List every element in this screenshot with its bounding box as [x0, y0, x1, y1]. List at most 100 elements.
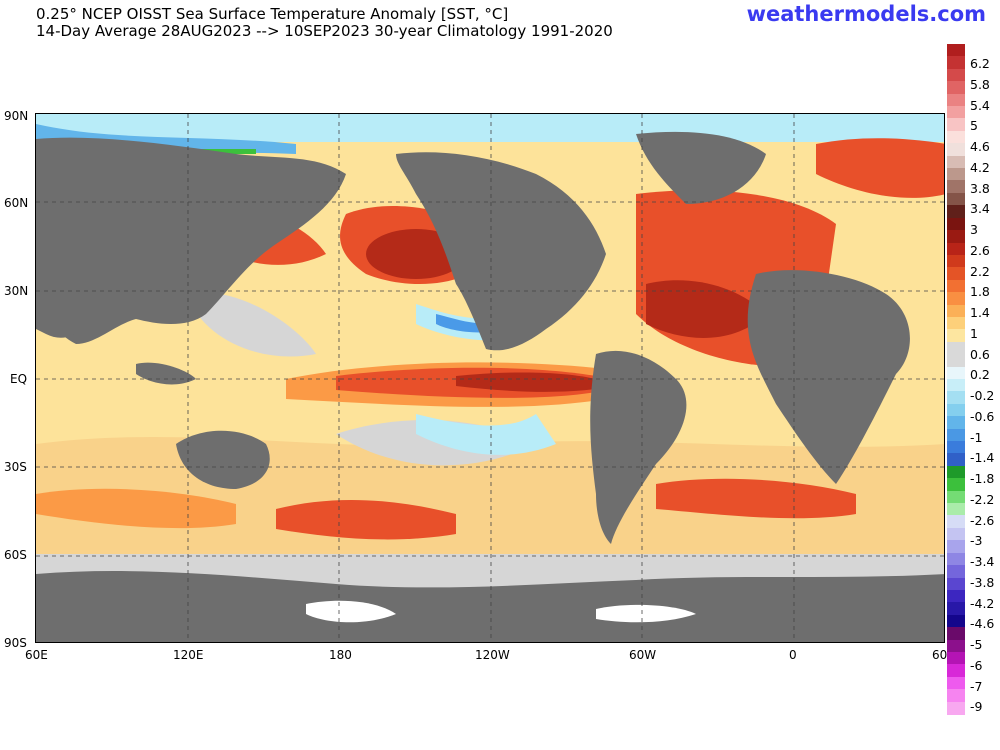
- colorbar-tick-label: -4.6: [970, 616, 995, 632]
- colorbar-tick-label: 3.4: [970, 201, 990, 217]
- lat-label-30n: 30N: [4, 284, 29, 298]
- colorbar-tick-label: -3.4: [970, 554, 995, 569]
- colorbar-swatch: [947, 379, 965, 392]
- colorbar-swatch: [947, 478, 965, 492]
- colorbar-tick-label: 1: [970, 325, 978, 341]
- colorbar-tick-label: 0.6: [970, 346, 990, 362]
- colorbar-swatch: [947, 56, 965, 70]
- colorbar-tick-label: 2.6: [970, 242, 990, 258]
- colorbar-swatch: [947, 391, 965, 405]
- colorbar-swatch: [947, 689, 965, 703]
- south-america: [590, 350, 687, 544]
- colorbar-swatch: [947, 329, 965, 343]
- colorbar-swatch: [947, 143, 965, 157]
- colorbar-swatch: [947, 490, 965, 504]
- colorbar-tick-label: -3: [970, 533, 983, 549]
- colorbar-swatch: [947, 540, 965, 554]
- colorbar-tick-label: 5.8: [970, 76, 990, 92]
- colorbar-swatch: [947, 602, 965, 616]
- colorbar-tick-label: 2.2: [970, 263, 990, 279]
- colorbar-swatch: [947, 503, 965, 517]
- colorbar-tick-label: 0.2: [970, 367, 990, 383]
- west-pacific-neutral: [186, 292, 316, 357]
- colorbar-tick-label: -1: [970, 429, 983, 445]
- colorbar-swatch: [947, 577, 965, 591]
- lon-label-60e: 60E: [25, 648, 48, 662]
- colorbar-swatch: [947, 205, 965, 219]
- india: [36, 288, 96, 338]
- colorbar-swatch: [947, 106, 965, 120]
- lon-label-0: 0: [789, 648, 797, 662]
- colorbar-swatch: [947, 403, 965, 417]
- colorbar-tick-label: 3.8: [970, 180, 990, 196]
- colorbar-tick-label: -1.4: [970, 450, 995, 466]
- north-america: [396, 152, 606, 351]
- colorbar-tick-label: -2.2: [970, 491, 995, 507]
- south-pacific-cool: [416, 414, 556, 455]
- colorbar-swatch: [947, 341, 965, 355]
- colorbar-swatch: [947, 664, 965, 678]
- colorbar-swatch: [947, 453, 965, 467]
- colorbar-swatch: [947, 627, 965, 641]
- colorbar-swatch: [947, 155, 965, 169]
- colorbar-swatch: [947, 676, 965, 690]
- colorbar-tick-label: 6.2: [970, 56, 990, 71]
- map-canvas: [36, 114, 944, 642]
- colorbar-tick-label: -0.6: [970, 408, 995, 424]
- brand-link[interactable]: weathermodels.com: [746, 2, 986, 26]
- colorbar-tick-label: -9: [970, 699, 983, 715]
- colorbar-swatch: [947, 515, 965, 529]
- lat-label-eq: EQ: [10, 372, 28, 386]
- south-indian-warm-band: [36, 488, 236, 529]
- colorbar-swatch: [947, 552, 965, 566]
- colorbar-swatch: [947, 279, 965, 293]
- colorbar-tick-label: 4.6: [970, 139, 990, 154]
- colorbar: [947, 44, 965, 715]
- colorbar-swatch: [947, 292, 965, 306]
- colorbar-swatch: [947, 230, 965, 244]
- colorbar-swatch: [947, 118, 965, 132]
- colorbar-swatch: [947, 68, 965, 82]
- colorbar-tick-label: -0.2: [970, 388, 995, 403]
- colorbar-tick-label: -6: [970, 657, 983, 673]
- colorbar-swatch: [947, 316, 965, 330]
- colorbar-tick-label: -2.6: [970, 512, 995, 528]
- colorbar-swatch: [947, 416, 965, 430]
- arctic-cool-band: [36, 114, 944, 142]
- colorbar-swatch: [947, 639, 965, 653]
- africa: [747, 270, 910, 484]
- colorbar-swatch: [947, 81, 965, 95]
- greenland: [636, 131, 766, 204]
- colorbar-swatch: [947, 354, 965, 368]
- eurasia: [36, 137, 346, 344]
- sst-anomaly-map: [35, 113, 945, 643]
- colorbar-swatch: [947, 217, 965, 231]
- colorbar-tick-label: 4.2: [970, 159, 990, 175]
- colorbar-tick-label: 1.4: [970, 305, 990, 320]
- colorbar-swatch: [947, 304, 965, 318]
- graticule: [36, 114, 944, 642]
- colorbar-tick-label: -5: [970, 637, 983, 652]
- colorbar-tick-label: 5: [970, 118, 978, 134]
- colorbar-swatch: [947, 180, 965, 194]
- south-pacific-warm-band: [276, 499, 456, 540]
- colorbar-swatch: [947, 366, 965, 380]
- colorbar-swatch: [947, 428, 965, 442]
- colorbar-swatch: [947, 168, 965, 182]
- colorbar-tick-label: -1.8: [970, 471, 995, 486]
- lat-label-30s: 30S: [4, 460, 27, 474]
- australia: [176, 430, 270, 489]
- colorbar-swatch: [947, 44, 965, 57]
- colorbar-swatch: [947, 589, 965, 603]
- lon-label-120e: 120E: [173, 648, 204, 662]
- colorbar-tick-label: 5.4: [970, 97, 990, 113]
- colorbar-tick-label: -7: [970, 678, 983, 694]
- colorbar-swatch: [947, 192, 965, 206]
- colorbar-swatch: [947, 565, 965, 579]
- map-title: 0.25° NCEP OISST Sea Surface Temperature…: [36, 5, 509, 23]
- lon-label-120w: 120W: [475, 648, 510, 662]
- colorbar-swatch: [947, 242, 965, 256]
- map-subtitle: 14-Day Average 28AUG2023 --> 10SEP2023 3…: [36, 22, 613, 40]
- colorbar-swatch: [947, 465, 965, 479]
- colorbar-swatch: [947, 441, 965, 455]
